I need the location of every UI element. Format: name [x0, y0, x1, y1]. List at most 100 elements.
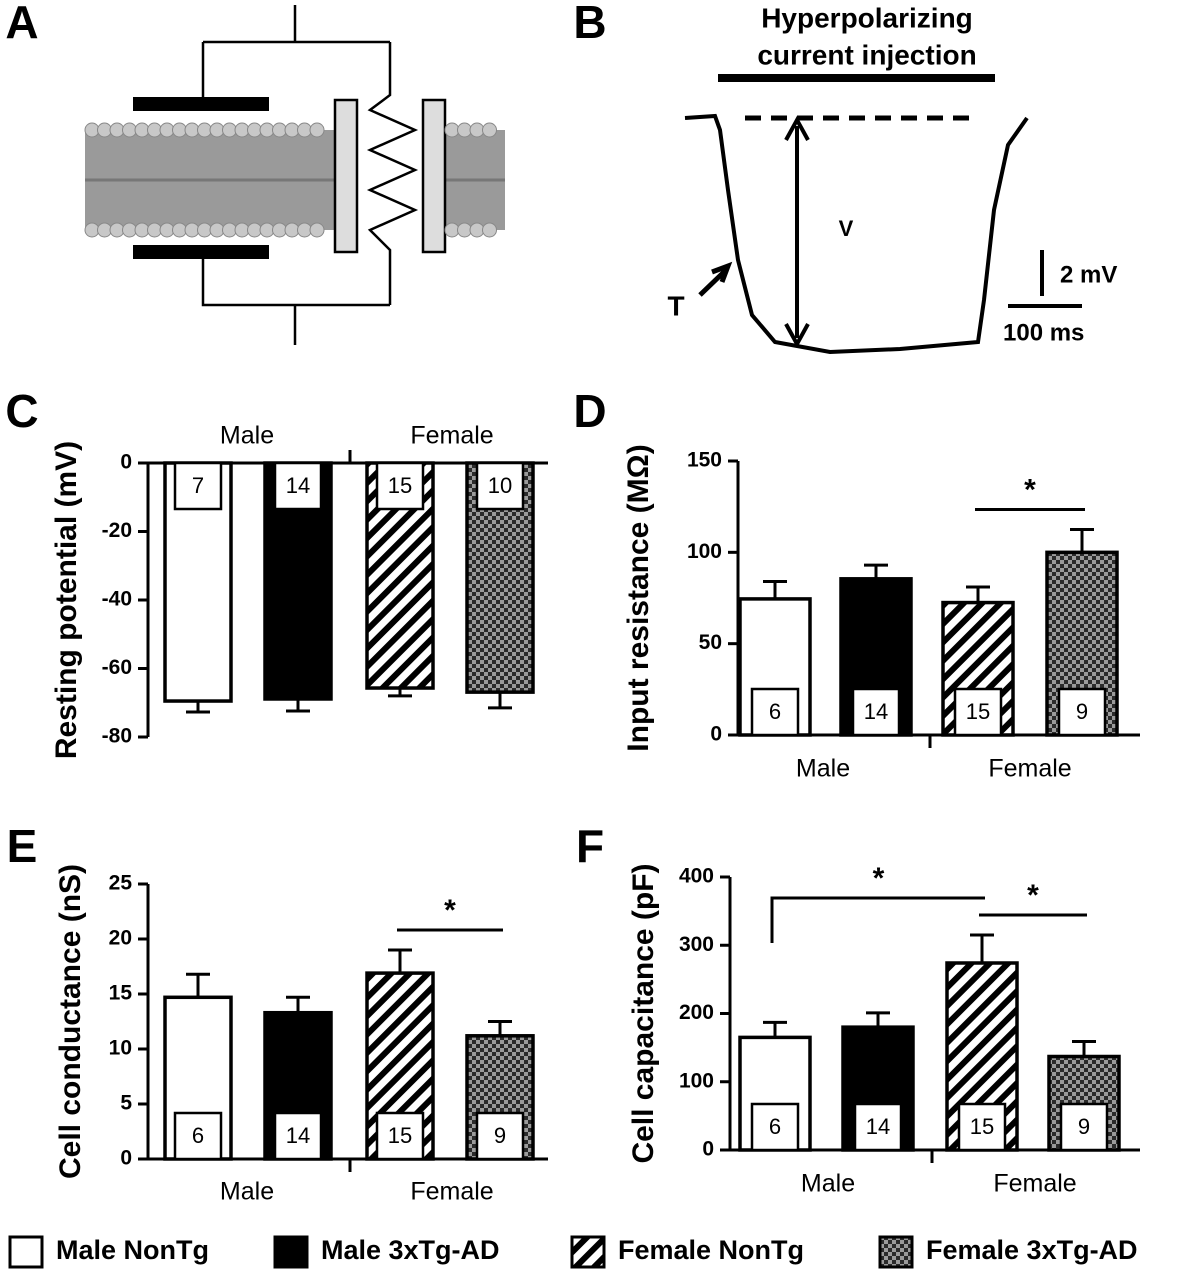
- count-box: [273, 1111, 323, 1161]
- y-axis-label: Input resistance (MΩ): [622, 444, 655, 751]
- y-tick-label: 200: [679, 1001, 714, 1024]
- count-box: [375, 461, 425, 511]
- membrane-schematic: [84, 5, 505, 345]
- lipid-head: [122, 222, 137, 238]
- y-tick-label: 15: [109, 982, 133, 1005]
- legend-swatch: [273, 1235, 309, 1269]
- y-tick-label: 50: [699, 631, 722, 654]
- group-label: Female: [410, 422, 493, 450]
- lipid-head: [457, 222, 472, 238]
- count-label: 15: [966, 699, 990, 724]
- lipid-head: [184, 222, 200, 238]
- lipid-head: [184, 122, 200, 138]
- y-tick-label: 100: [687, 540, 722, 563]
- count-label: 6: [192, 1123, 204, 1148]
- sig-star: *: [1024, 473, 1036, 506]
- group-label: Male: [220, 1178, 274, 1206]
- scale-t: 100 ms: [1003, 319, 1084, 346]
- voltage-trace-diagram: Hyperpolarizing current injection V T 2 …: [667, 2, 1117, 355]
- legend-label: Female 3xTg-AD: [926, 1235, 1138, 1265]
- lipid-head: [457, 122, 472, 138]
- sig-bracket: [770, 896, 985, 944]
- y-tick-label: 0: [702, 1138, 714, 1161]
- count-label: 15: [970, 1114, 994, 1139]
- count-label: 9: [1078, 1114, 1090, 1139]
- lipid-head: [482, 222, 497, 238]
- count-box: [475, 461, 525, 511]
- legend-label: Female NonTg: [618, 1235, 804, 1265]
- count-label: 7: [192, 473, 204, 498]
- y-axis-label: Cell capacitance (pF): [627, 863, 660, 1163]
- lipid-head: [222, 122, 237, 138]
- panel-letter: D: [573, 385, 606, 437]
- y-tick-label: 0: [120, 451, 132, 474]
- lipid-head: [297, 122, 312, 138]
- lipid-head: [134, 122, 150, 138]
- y-axis-label: Cell conductance (nS): [54, 864, 87, 1179]
- count-box: [750, 687, 800, 737]
- lipid-head: [284, 222, 300, 238]
- legend-swatch: [878, 1235, 914, 1269]
- legend-label: Male NonTg: [56, 1235, 209, 1265]
- lipid-head: [222, 222, 237, 238]
- count-label: 14: [864, 699, 888, 724]
- y-tick-label: 5: [120, 1092, 132, 1115]
- y-tick-label: -40: [102, 588, 132, 611]
- y-tick-label: 400: [679, 865, 714, 888]
- count-box: [273, 461, 323, 511]
- group-label: Male: [801, 1170, 855, 1198]
- lipid-head: [209, 222, 225, 238]
- count-label: 15: [388, 473, 412, 498]
- lipid-head: [247, 222, 262, 238]
- count-box: [475, 1111, 525, 1161]
- y-tick-label: 300: [679, 933, 714, 956]
- lipid-head: [284, 122, 300, 138]
- count-label: 14: [286, 1123, 310, 1148]
- lipid-head: [272, 222, 287, 238]
- y-tick-label: 20: [109, 927, 132, 950]
- sig-star: *: [873, 862, 885, 895]
- lipid-head: [272, 122, 287, 138]
- y-tick-label: -20: [102, 519, 132, 542]
- lipid-head: [469, 122, 485, 138]
- group-label: Male: [796, 755, 850, 783]
- count-label: 6: [769, 1114, 781, 1139]
- lipid-head: [209, 122, 225, 138]
- scale-v: 2 mV: [1060, 261, 1117, 288]
- lipid-head: [122, 122, 137, 138]
- lipid-head: [234, 122, 250, 138]
- v-label: V: [839, 216, 854, 241]
- group-label: Male: [220, 422, 274, 450]
- y-tick-label: 0: [120, 1147, 132, 1170]
- count-box: [851, 687, 901, 737]
- count-box: [1057, 687, 1107, 737]
- lipid-head: [84, 122, 100, 138]
- y-tick-label: 100: [679, 1069, 714, 1092]
- count-box: [853, 1102, 903, 1152]
- count-label: 9: [1076, 699, 1088, 724]
- y-tick-label: -60: [102, 656, 132, 679]
- lipid-head: [444, 122, 460, 138]
- count-label: 10: [488, 473, 512, 498]
- count-label: 14: [286, 473, 310, 498]
- lipid-head: [197, 222, 212, 238]
- scale-bars: [1008, 250, 1082, 308]
- sig-star: *: [444, 894, 456, 927]
- lipid-head: [172, 222, 187, 238]
- panel-letter: F: [576, 820, 604, 872]
- lipid-head: [197, 122, 212, 138]
- lipid-head: [134, 222, 150, 238]
- lipid-head: [84, 222, 100, 238]
- lipid-head: [259, 122, 275, 138]
- v-arrow: [784, 115, 810, 349]
- count-box: [750, 1102, 800, 1152]
- t-arrow: [698, 261, 733, 297]
- panel-letter: B: [573, 0, 606, 48]
- panel-letter: E: [7, 820, 38, 872]
- lipid-head: [109, 122, 125, 138]
- b-title: current injection: [757, 39, 976, 70]
- lipid-head: [234, 222, 250, 238]
- sig-star: *: [1027, 879, 1039, 912]
- panel-letter: A: [5, 0, 38, 48]
